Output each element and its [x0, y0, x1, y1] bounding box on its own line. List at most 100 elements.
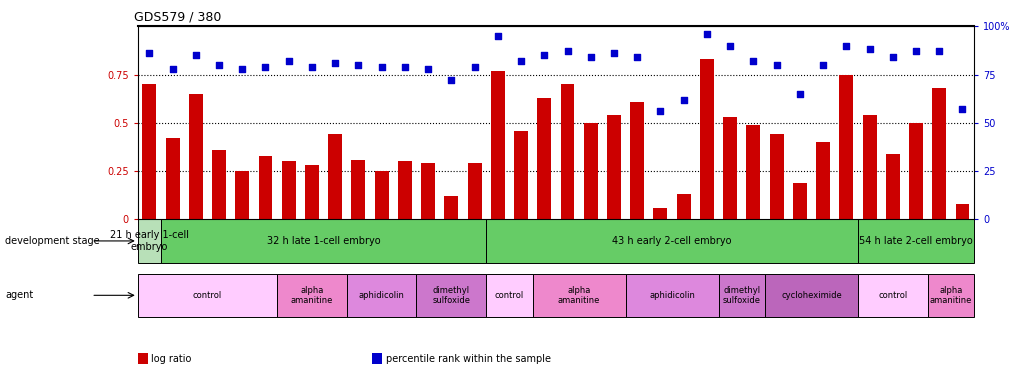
Bar	[746, 125, 759, 219]
Bar	[653, 208, 666, 219]
Point	[373, 64, 389, 70]
Bar	[815, 142, 829, 219]
Text: log ratio: log ratio	[151, 354, 192, 363]
Bar	[862, 115, 875, 219]
Bar	[537, 98, 550, 219]
Text: development stage: development stage	[5, 236, 100, 246]
Point	[629, 54, 645, 60]
Text: GDS579 / 380: GDS579 / 380	[133, 11, 221, 24]
Bar	[625, 274, 717, 317]
Bar	[532, 274, 625, 317]
Bar	[955, 204, 968, 219]
Point	[327, 60, 343, 66]
Bar	[374, 171, 388, 219]
Bar	[630, 102, 644, 219]
Point	[350, 62, 366, 68]
Text: agent: agent	[5, 290, 34, 300]
Bar	[467, 164, 481, 219]
Point	[907, 48, 923, 54]
Bar	[212, 150, 226, 219]
Point	[442, 77, 459, 83]
Bar	[143, 84, 156, 219]
Point	[141, 50, 157, 56]
Bar	[165, 138, 179, 219]
Bar	[931, 88, 946, 219]
Text: control: control	[193, 291, 222, 300]
Point	[860, 46, 876, 53]
Bar	[328, 134, 341, 219]
Bar	[416, 274, 486, 317]
Point	[187, 52, 204, 58]
Text: 54 h late 2-cell embryo: 54 h late 2-cell embryo	[858, 236, 972, 246]
Bar	[305, 165, 319, 219]
Bar	[281, 161, 296, 219]
Point	[930, 48, 947, 54]
Text: aphidicolin: aphidicolin	[359, 291, 405, 300]
Bar	[352, 159, 365, 219]
Point	[304, 64, 320, 70]
Bar	[699, 59, 713, 219]
Bar	[486, 219, 857, 262]
Bar	[189, 94, 203, 219]
Text: aphidicolin: aphidicolin	[648, 291, 694, 300]
Bar	[514, 130, 528, 219]
Bar	[397, 161, 412, 219]
Text: alpha
amanitine: alpha amanitine	[290, 286, 333, 305]
Bar	[138, 274, 277, 317]
Bar	[277, 274, 346, 317]
Point	[814, 62, 830, 68]
Point	[791, 91, 807, 97]
Bar	[138, 219, 161, 262]
Bar	[792, 183, 806, 219]
Text: dimethyl
sulfoxide: dimethyl sulfoxide	[432, 286, 470, 305]
Text: dimethyl
sulfoxide: dimethyl sulfoxide	[722, 286, 760, 305]
Point	[582, 54, 598, 60]
Bar	[839, 75, 853, 219]
Point	[466, 64, 482, 70]
Text: cycloheximide: cycloheximide	[781, 291, 841, 300]
Bar	[161, 219, 486, 262]
Point	[513, 58, 529, 64]
Bar	[490, 70, 504, 219]
Bar	[926, 274, 973, 317]
Bar	[769, 134, 783, 219]
Point	[767, 62, 784, 68]
Point	[164, 66, 180, 72]
Bar	[235, 171, 249, 219]
Text: alpha
amanitine: alpha amanitine	[557, 286, 600, 305]
Point	[838, 42, 854, 48]
Bar	[717, 274, 764, 317]
Bar	[346, 274, 416, 317]
Bar	[908, 123, 922, 219]
Point	[211, 62, 227, 68]
Text: control: control	[494, 291, 524, 300]
Point	[234, 66, 251, 72]
Point	[605, 50, 622, 56]
Bar	[857, 274, 926, 317]
Point	[745, 58, 761, 64]
Bar	[583, 123, 597, 219]
Text: 21 h early 1-cell
embryо: 21 h early 1-cell embryо	[110, 230, 189, 252]
Text: alpha
amanitine: alpha amanitine	[928, 286, 971, 305]
Bar	[764, 274, 857, 317]
Point	[675, 97, 691, 103]
Text: 43 h early 2-cell embryo: 43 h early 2-cell embryo	[611, 236, 731, 246]
Text: percentile rank within the sample: percentile rank within the sample	[385, 354, 550, 363]
Point	[536, 52, 552, 58]
Bar	[884, 154, 899, 219]
Point	[396, 64, 413, 70]
Point	[883, 54, 900, 60]
Point	[489, 33, 505, 39]
Point	[280, 58, 297, 64]
Point	[698, 31, 714, 37]
Point	[257, 64, 273, 70]
Bar	[676, 194, 690, 219]
Bar	[444, 196, 458, 219]
Bar	[421, 164, 435, 219]
Point	[558, 48, 575, 54]
Point	[652, 108, 668, 114]
Bar	[258, 156, 272, 219]
Point	[420, 66, 436, 72]
Bar	[722, 117, 737, 219]
Bar	[486, 274, 532, 317]
